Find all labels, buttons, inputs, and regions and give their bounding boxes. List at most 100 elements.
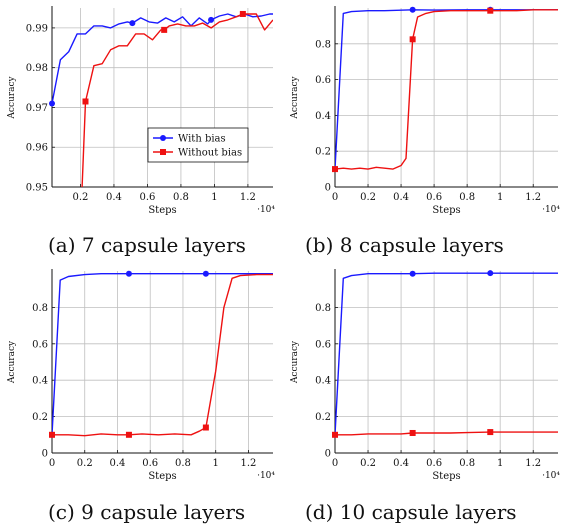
x-tick-label: 1 [213,458,219,469]
y-axis-label: Accuracy [7,340,17,384]
x-tick-label: 0.2 [360,458,376,469]
legend: With bias Without bias [147,127,249,163]
y-tick-label: 0.4 [315,111,331,122]
legend-swatch-marker [160,135,166,141]
x-axis-label: Steps [148,471,176,482]
data-point-with-bias [409,6,416,13]
x-tick-label: 0.4 [393,458,409,469]
y-tick-label: 0.99 [26,23,48,34]
series-line-with-bias [335,9,558,170]
y-tick-label: 0 [325,183,331,194]
data-point-with-bias [409,270,416,277]
y-tick-label: 0.8 [315,303,331,314]
data-point-with-bias [129,20,136,27]
y-axis-label: Accuracy [7,76,17,120]
y-tick-label: 0.95 [26,183,48,194]
y-tick-label: 0.8 [315,39,331,50]
chart-c: 0 0.2 0.4 0.6 0.8 1 1.2 0 0.2 0.4 0.6 0.8 Steps Accur… [7,269,275,482]
panel-d: 0 0.2 0.4 0.6 0.8 1 1.2 0 0.2 0.4 0.6 0.8 Steps Accur… [283,263,566,527]
data-point-with-bias [125,270,132,277]
x-tick-label: 0 [332,458,338,469]
y-tick-label: 0.2 [315,412,331,423]
x-tick-label: 1.2 [525,192,541,203]
x-tick-label: 0.8 [175,458,191,469]
panel-c: 0 0.2 0.4 0.6 0.8 1 1.2 0 0.2 0.4 0.6 0.8 Steps Accur… [0,263,283,527]
x-tick-label: 0.2 [360,192,376,203]
y-tick-label: 0.8 [32,303,48,314]
x-tick-label: 1 [497,192,503,203]
caption-d: (d) 10 capsule layers [305,500,517,524]
y-tick-label: 0 [325,449,331,460]
panel-a: 0.2 0.4 0.6 0.8 1 1.2 0.95 0.96 0.97 0.98 0.99 Step… [0,0,283,260]
x-tick-label: 1.2 [525,458,541,469]
data-point-with-bias [487,270,494,277]
legend-box [147,127,249,163]
y-tick-label: 0.98 [26,63,48,74]
series-line-without-bias [335,431,558,436]
data-point-with-bias [202,270,209,277]
data-point-with-bias [208,16,215,23]
x-tick-label: 1.2 [240,458,256,469]
data-point-without-bias [487,429,494,436]
x-tick-label: 0.6 [142,458,158,469]
x-tick-label: 0.8 [459,458,475,469]
x-tick-label: 1 [497,458,503,469]
x-tick-label: 0.2 [77,458,93,469]
data-point-without-bias [82,98,89,105]
x-tick-label: 1.2 [240,192,256,203]
data-point-without-bias [409,36,416,43]
y-axis-label: Accuracy [290,76,300,120]
series-line-with-bias [335,272,558,435]
x-tick-label: 0.4 [106,192,122,203]
caption-c: (c) 9 capsule layers [48,500,246,524]
chart-a: 0.2 0.4 0.6 0.8 1 1.2 0.95 0.96 0.97 0.98 0.99 Step… [7,6,275,216]
data-point-without-bias [239,10,246,17]
x-tick-label: 0.8 [459,192,475,203]
x-tick-label: 0.2 [73,192,89,203]
series-line-without-bias [52,273,273,437]
x-tick-label: 1 [211,192,217,203]
panel-b: 0 0.2 0.4 0.6 0.8 1 1.2 0 0.2 0.4 0.6 0.8 Steps Accur… [283,0,566,260]
x-tick-label: 0.6 [139,192,155,203]
x-tick-label: 0.8 [173,192,189,203]
x-tick-label: 0 [49,458,55,469]
chart-d: 0 0.2 0.4 0.6 0.8 1 1.2 0 0.2 0.4 0.6 0.8 Steps Accur… [290,269,560,482]
caption-b: (b) 8 capsule layers [305,233,504,257]
x-tick-label: 0.4 [393,192,409,203]
y-tick-label: 0.96 [26,143,48,154]
y-tick-label: 0 [42,449,48,460]
data-point-without-bias [161,26,168,33]
x-tick-label: 0.6 [426,458,442,469]
y-tick-label: 0.6 [315,339,331,350]
x-tick-label: 0 [332,192,338,203]
y-tick-label: 0.2 [315,147,331,158]
x-axis-label: Steps [148,205,176,216]
chart-b: 0 0.2 0.4 0.6 0.8 1 1.2 0 0.2 0.4 0.6 0.8 Steps Accur… [290,6,560,216]
x-multiplier-label: ·10⁴ [257,471,275,481]
data-point-without-bias [332,431,338,438]
y-tick-label: 0.4 [315,376,331,387]
y-tick-label: 0.6 [315,75,331,86]
x-multiplier-label: ·10⁴ [257,205,275,215]
caption-a: (a) 7 capsule layers [48,233,246,257]
legend-label: With bias [178,134,226,145]
y-axis-label: Accuracy [290,340,300,384]
y-tick-label: 0.6 [32,339,48,350]
data-point-without-bias [487,7,494,14]
legend-swatch-marker [160,149,166,155]
data-point-with-bias [49,100,55,107]
y-tick-label: 0.97 [26,103,48,114]
x-tick-label: 0.4 [110,458,126,469]
data-point-without-bias [202,424,209,431]
x-multiplier-label: ·10⁴ [542,205,560,215]
data-point-without-bias [332,166,338,173]
x-tick-label: 0.6 [426,192,442,203]
legend-label: Without bias [178,148,242,159]
series-line-without-bias [335,9,558,170]
data-point-without-bias [409,429,416,436]
x-axis-label: Steps [432,205,460,216]
y-tick-label: 0.4 [32,376,48,387]
series-line-with-bias [52,272,273,435]
x-axis-label: Steps [432,471,460,482]
y-tick-label: 0.2 [32,412,48,423]
